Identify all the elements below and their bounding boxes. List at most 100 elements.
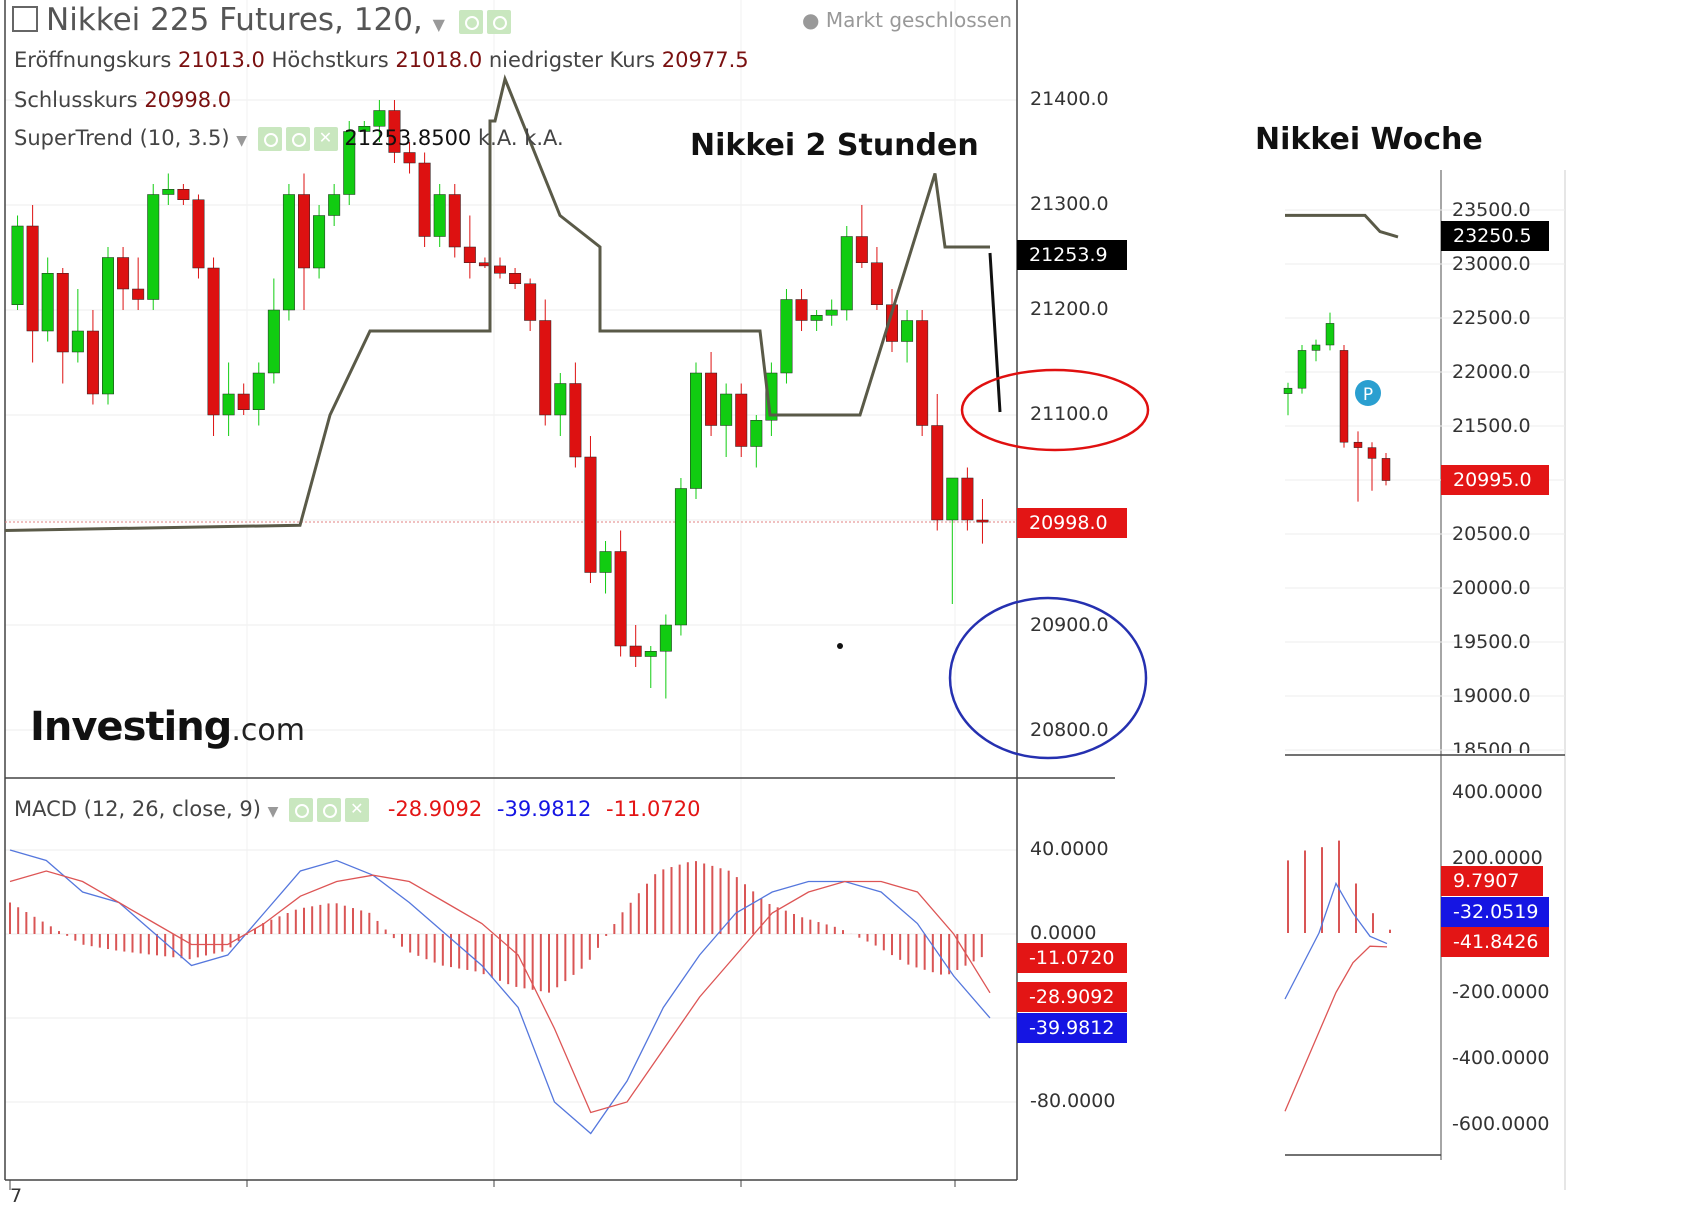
week-candle-body [1381, 458, 1391, 481]
candle-body [674, 488, 687, 626]
candle-body [780, 299, 793, 374]
market-status: ● Markt geschlossen [802, 8, 1012, 32]
collapse-icon[interactable] [12, 5, 38, 32]
week-candle-body [1283, 387, 1293, 394]
candle-body [976, 519, 989, 523]
high-value: 21018.0 [395, 48, 483, 72]
week-candle-body [1311, 344, 1321, 351]
candle-body [825, 309, 838, 316]
candle-body [886, 304, 898, 342]
candle-body [298, 194, 310, 269]
week-candle-body [1339, 350, 1349, 443]
candle-body [946, 477, 959, 521]
candle-body [252, 372, 265, 410]
candle-body [71, 330, 84, 353]
candle-body [554, 383, 567, 416]
signal-line [9, 870, 991, 1114]
week-supertrend-line [1285, 213, 1399, 239]
time-label: 7 [10, 1185, 23, 1207]
investing-logo: Investing.com [30, 704, 305, 750]
supertrend-v2: k.A. [478, 126, 518, 150]
supertrend-label: SuperTrend (10, 3.5) [14, 126, 230, 150]
week-macd-tag: 9.7907 [1441, 866, 1543, 896]
week-supertrend-tag: 23250.5 [1441, 221, 1549, 251]
macd-value-2: -39.9812 [496, 797, 592, 821]
candle-body [795, 299, 808, 321]
week-price-label: 23500.0 [1452, 199, 1531, 221]
chevron-down-icon[interactable]: ▼ [267, 804, 279, 820]
macd-tag: -28.9092 [1017, 982, 1127, 1012]
candle-body [448, 194, 461, 248]
week-close-tag: 20995.0 [1441, 465, 1549, 495]
candle-body [56, 273, 69, 353]
blue-circle-annotation [948, 596, 1148, 760]
macd-label: MACD (12, 26, close, 9) [14, 797, 261, 821]
week-macd-axis-label: -400.0000 [1452, 1047, 1550, 1069]
candle-body [614, 551, 627, 647]
chevron-down-icon[interactable]: ▼ [432, 15, 445, 34]
candle-body [86, 330, 99, 395]
candle-body [855, 236, 868, 263]
candle-body [931, 425, 944, 521]
candle-body [177, 189, 190, 200]
candle-body [147, 194, 160, 300]
candle-body [192, 199, 205, 269]
dot-mark [837, 643, 843, 649]
candle-body [117, 257, 130, 290]
left-annotation-title: Nikkei 2 Stunden [690, 128, 979, 163]
candle-body [901, 320, 914, 342]
close-row: Schlusskurs 20998.0 [14, 88, 231, 112]
candle-body [207, 267, 220, 416]
candle-body [388, 110, 401, 153]
week-price-label: 20500.0 [1452, 523, 1531, 545]
candle-body [373, 110, 386, 127]
candle-body [644, 651, 657, 657]
candle-body [735, 393, 748, 447]
candle-body [282, 194, 295, 311]
candle-body [237, 393, 250, 410]
candle-body [705, 372, 718, 426]
chevron-down-icon[interactable]: ▼ [236, 133, 247, 149]
gear-icon[interactable] [317, 798, 342, 822]
week-price-label: 20000.0 [1452, 577, 1531, 599]
gear-icon[interactable] [285, 127, 310, 151]
candle-body [916, 320, 929, 426]
price-label: 21100.0 [1030, 403, 1109, 425]
week-macd-axis-label: -600.0000 [1452, 1113, 1550, 1135]
week-candle-body [1367, 447, 1377, 459]
candle-body [433, 194, 446, 237]
price-label: 21200.0 [1030, 298, 1109, 320]
eye-icon[interactable] [289, 798, 314, 822]
chart-gridlines [5, 0, 1017, 1180]
eye-icon[interactable] [458, 9, 483, 34]
candle-body [403, 152, 416, 164]
p-marker-icon [1355, 380, 1381, 406]
week-candle-body [1297, 350, 1307, 389]
supertrend-value: 21253.8500 [344, 126, 472, 150]
candle-body [961, 477, 974, 521]
candle-body [162, 189, 175, 195]
projection-line [988, 252, 1002, 413]
eye-icon[interactable] [257, 127, 282, 151]
candle-body [418, 162, 431, 237]
candle-body [659, 624, 672, 652]
macd-axis-label: 40.0000 [1030, 838, 1109, 860]
close-icon[interactable] [345, 798, 370, 822]
candle-body [569, 383, 582, 458]
candle-body [132, 288, 145, 300]
close-label: Schlusskurs [14, 88, 138, 112]
candle-body [343, 131, 356, 195]
logo-suffix: .com [231, 713, 305, 748]
chart-title-row: Nikkei 225 Futures, 120, ▼ [12, 2, 511, 38]
candle-body [222, 393, 235, 416]
macd-tag: -39.9812 [1017, 1013, 1127, 1043]
week-macd-axis-label: 400.0000 [1452, 781, 1543, 803]
candle-body [629, 645, 642, 657]
gear-icon[interactable] [486, 9, 511, 34]
close-icon[interactable] [313, 127, 338, 151]
week-price-label: 19500.0 [1452, 631, 1531, 653]
macd-header: MACD (12, 26, close, 9) ▼ -28.9092 -39.9… [14, 797, 700, 822]
logo-main: Investing [30, 704, 232, 750]
candle-body [11, 225, 24, 305]
candle-body [584, 456, 597, 573]
